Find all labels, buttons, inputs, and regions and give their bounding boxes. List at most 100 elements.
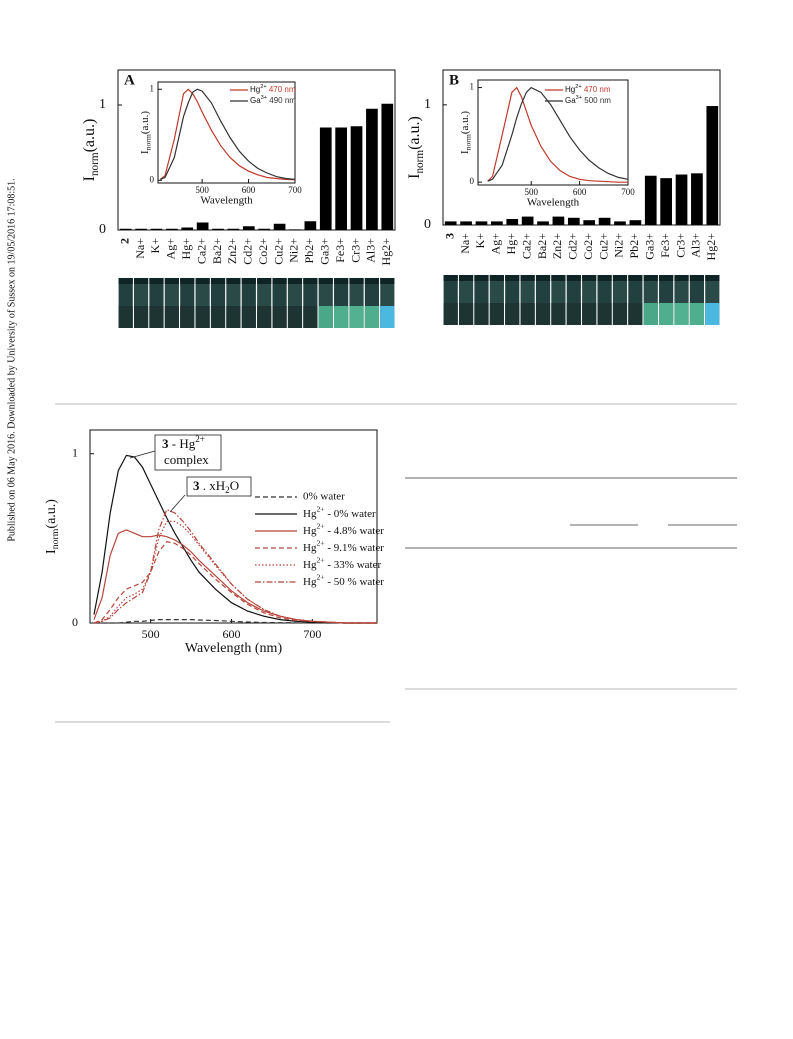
- vial-cap: [241, 278, 256, 284]
- bar: [491, 221, 503, 225]
- vial-solution: [643, 303, 658, 325]
- legend-label: 0% water: [303, 491, 345, 503]
- x-tick-label: Ca2+: [194, 238, 208, 264]
- x-tick-label: Ag+: [164, 238, 178, 260]
- vial-cap: [597, 275, 612, 281]
- annotation-box: [186, 476, 252, 497]
- vial-cap: [118, 278, 133, 284]
- y-tick-label: 0: [470, 176, 475, 186]
- vial-cap: [582, 275, 597, 281]
- series-line: [487, 86, 629, 182]
- vial-cap: [674, 275, 689, 281]
- x-tick-label: Al3+: [364, 238, 378, 263]
- bar: [567, 217, 580, 225]
- vial-solution: [287, 306, 303, 328]
- x-tick-label: Ca2+: [519, 233, 533, 259]
- vial-cap: [705, 275, 720, 281]
- text-part: 2: [225, 485, 230, 495]
- vial-solution: [689, 303, 705, 325]
- legend-label: Ga3+ 490 nm: [250, 95, 296, 105]
- x-tick-label: Cr3+: [348, 238, 362, 263]
- text-part: I: [406, 174, 423, 179]
- vial-cap: [380, 278, 395, 284]
- series-line: [94, 619, 377, 624]
- bar: [537, 221, 549, 225]
- vial-cap: [612, 275, 628, 281]
- text-part: 2+: [316, 572, 324, 581]
- vial-solution: [257, 306, 272, 328]
- vial-cap: [505, 275, 520, 281]
- text-part: 470 nm: [582, 85, 611, 94]
- x-tick-label: 700: [303, 627, 321, 641]
- vial-cap: [180, 278, 195, 284]
- x-tick-label: 500: [195, 185, 209, 195]
- legend-label: Hg2+ - 9.1% water: [303, 538, 384, 553]
- annotation: 3 - Hg2+: [162, 434, 205, 451]
- bar: [381, 103, 394, 230]
- bar: [350, 126, 363, 230]
- bar: [258, 228, 271, 230]
- vial-solution: [195, 306, 210, 328]
- text-part: I: [81, 176, 98, 181]
- bar: [150, 228, 163, 230]
- vial-cap: [458, 275, 474, 281]
- x-tick-label: Na+: [133, 238, 147, 259]
- text-part: 2+: [316, 521, 324, 530]
- text-part: norm: [50, 528, 61, 549]
- text-part: Hg: [303, 559, 317, 571]
- bar: [444, 221, 457, 225]
- x-tick-label: Fe3+: [333, 238, 347, 263]
- bar: [506, 218, 519, 225]
- y-axis-label: Inorm(a.u.): [406, 116, 426, 179]
- vial-cap: [689, 275, 705, 281]
- bar: [475, 221, 488, 225]
- text-part: 3+: [576, 95, 582, 101]
- x-tick-label: Co2+: [256, 238, 270, 265]
- panel-label: B: [449, 72, 459, 88]
- vial-cap: [272, 278, 287, 284]
- bar: [644, 175, 657, 225]
- vial-solution: [458, 303, 474, 325]
- vial-solution: [318, 306, 333, 328]
- y-axis-label: Inorm(a.u.): [81, 119, 101, 182]
- text-part: - 50 % water: [325, 576, 385, 588]
- vial-cap: [133, 278, 149, 284]
- annotation: complex: [164, 452, 209, 467]
- text-part: Hg: [565, 85, 575, 94]
- plot-frame: [442, 69, 721, 226]
- vial-solution: [303, 306, 318, 328]
- x-tick-label: 600: [222, 627, 240, 641]
- bar: [366, 108, 378, 230]
- vial-solution: [210, 306, 226, 328]
- text-part: (a.u.): [406, 116, 423, 150]
- vial-cap: [318, 278, 333, 284]
- text-part: - 33% water: [325, 559, 382, 571]
- y-axis-label: Inorm(a.u.): [459, 111, 473, 154]
- bar: [614, 221, 626, 225]
- vial-cap: [334, 278, 349, 284]
- vial-solution: [133, 306, 149, 328]
- vial-cap: [195, 278, 210, 284]
- text-part: (a.u.): [139, 111, 151, 135]
- text-part: I: [459, 150, 471, 154]
- x-tick-label: Co2+: [581, 233, 595, 260]
- legend-label: Hg2+ - 0% water: [303, 504, 376, 519]
- text-part: - 4.8% water: [325, 525, 385, 537]
- bar: [706, 106, 719, 225]
- x-tick-label: Fe3+: [658, 233, 672, 258]
- series-line: [93, 529, 377, 624]
- bar: [273, 223, 286, 230]
- text-part: I: [139, 150, 151, 154]
- y-tick-label: 1: [72, 445, 78, 459]
- x-tick-label: 500: [524, 187, 538, 197]
- vial-solution: [628, 303, 643, 325]
- x-tick-label: 3: [442, 233, 456, 239]
- vial-cap: [226, 278, 241, 284]
- x-tick-label: Al3+: [689, 233, 703, 258]
- vial-solution: [520, 303, 535, 325]
- text-part: 490 nm: [267, 96, 296, 105]
- x-tick-label: Ni2+: [612, 233, 626, 258]
- text-part: Hg: [303, 525, 317, 537]
- series-line: [160, 88, 296, 180]
- text-part: 2+: [316, 555, 324, 564]
